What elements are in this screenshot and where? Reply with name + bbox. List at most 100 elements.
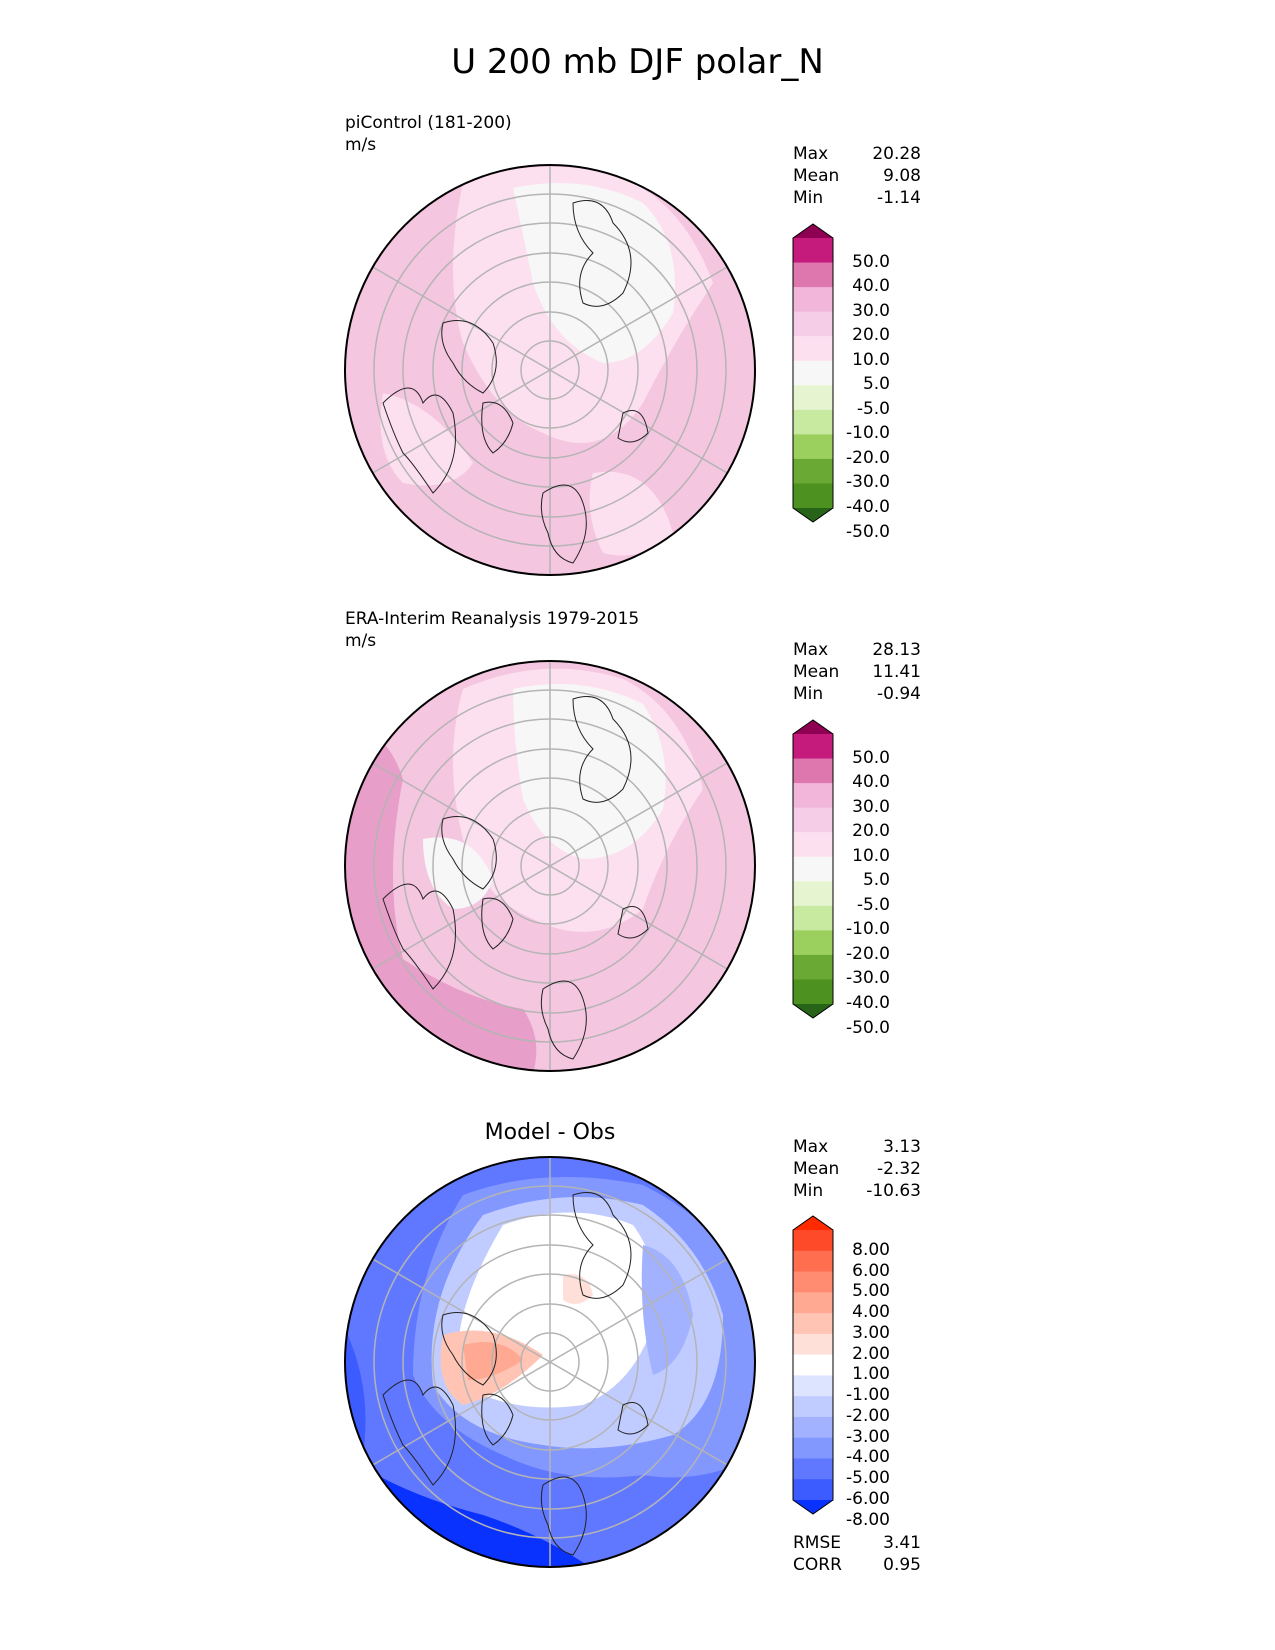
colorbar-tick-label: -50.0 (846, 521, 890, 542)
colorbar-tick-label: -20.0 (846, 447, 890, 468)
colorbar-tick-label: -5.0 (856, 894, 890, 915)
colorbar-segment (793, 905, 833, 931)
colorbar-segment (793, 881, 833, 907)
panel-obs-label: ERA-Interim Reanalysis 1979-2015 (345, 609, 640, 629)
colorbar-tick-label: 50.0 (852, 251, 890, 272)
colorbar-segment (793, 238, 833, 264)
panel-diff-stat-mean: Mean -2.32 (793, 1159, 921, 1179)
colorbar-tick-label: -20.0 (846, 943, 890, 964)
colorbar-segment (793, 1458, 833, 1480)
colorbar-tick-label: 40.0 (852, 772, 890, 793)
colorbar-tick-label: 6.00 (852, 1260, 890, 1281)
panel-obs-colorbar (792, 719, 834, 1019)
colorbar-extend-max (793, 1216, 833, 1230)
colorbar-segment (793, 311, 833, 337)
colorbar-tick-label: 4.00 (852, 1302, 890, 1323)
panel-model-map (344, 164, 756, 576)
panel-diff-colorbar (792, 1215, 834, 1515)
colorbar-segment (793, 734, 833, 760)
colorbar-segment (793, 1416, 833, 1439)
coastlines (382, 696, 649, 1060)
colorbar-segment (793, 458, 833, 484)
colorbar-tick-label: 50.0 (852, 747, 890, 768)
colorbar-segment (793, 856, 833, 882)
colorbar-tick-label: 5.00 (852, 1281, 890, 1302)
colorbar-tick-label: -3.00 (846, 1426, 890, 1447)
colorbar-segment (793, 1333, 833, 1356)
colorbar-tick-label: 10.0 (852, 349, 890, 370)
colorbar-segment (793, 385, 833, 411)
colorbar-extend-min (793, 1004, 833, 1018)
colorbar-tick-label: 1.00 (852, 1364, 890, 1385)
colorbar-tick-label: 5.0 (862, 374, 890, 395)
panel-model-stat-max: Max 20.28 (793, 144, 921, 164)
colorbar-segment (793, 434, 833, 460)
colorbar-extend-min (793, 1500, 833, 1514)
colorbar-segment (793, 930, 833, 956)
coastlines (382, 1192, 649, 1556)
colorbar-segment (793, 783, 833, 809)
panel-obs-stat-max: Max 28.13 (793, 640, 921, 660)
colorbar-segment (793, 1354, 833, 1376)
panel-diff-title: Model - Obs (484, 1120, 616, 1145)
colorbar-tick-label: -8.00 (846, 1509, 890, 1530)
panel-obs-stat-min: Min -0.94 (793, 684, 921, 704)
colorbar-segment (793, 336, 833, 362)
colorbar-tick-label: -1.00 (846, 1385, 890, 1406)
colorbar-tick-label: -5.00 (846, 1468, 890, 1489)
colorbar-segment (793, 287, 833, 313)
colorbar-tick-label: -40.0 (846, 497, 890, 517)
colorbar-extend-max (793, 224, 833, 238)
colorbar-tick-label: -4.00 (846, 1447, 890, 1468)
colorbar-tick-label: -2.00 (846, 1405, 890, 1426)
coastlines (382, 200, 649, 564)
panel-model-colorbar (792, 223, 834, 523)
graticule (370, 165, 730, 575)
colorbar-tick-label: -40.0 (846, 993, 890, 1013)
panel-diff-stat-rmse: RMSE 3.41 (793, 1533, 921, 1553)
colorbar-segment (793, 954, 833, 980)
panel-model-label: piControl (181-200) (345, 113, 512, 133)
colorbar-segment (793, 1479, 833, 1501)
colorbar-segment (793, 262, 833, 288)
colorbar-tick-label: -6.00 (846, 1489, 890, 1509)
colorbar-segment (793, 1250, 833, 1273)
colorbar-segment (793, 832, 833, 858)
colorbar-tick-label: -50.0 (846, 1017, 890, 1038)
colorbar-tick-label: 5.0 (862, 870, 890, 891)
panel-model-stat-min: Min -1.14 (793, 188, 921, 208)
colorbar-segment (793, 360, 833, 386)
colorbar-tick-label: 40.0 (852, 276, 890, 297)
colorbar-tick-label: 3.00 (852, 1322, 890, 1343)
colorbar-tick-label: -5.0 (856, 398, 890, 419)
colorbar-segment (793, 1437, 833, 1459)
colorbar-segment (793, 1375, 833, 1397)
colorbar-segment (793, 979, 833, 1005)
panel-obs-units: m/s (345, 631, 377, 651)
colorbar-segment (793, 758, 833, 784)
colorbar-tick-label: -30.0 (846, 968, 890, 989)
colorbar-segment (793, 1292, 833, 1314)
colorbar-segment (793, 1396, 833, 1418)
colorbar-tick-label: 8.00 (852, 1239, 890, 1260)
panel-obs-stat-mean: Mean 11.41 (793, 662, 921, 682)
colorbar-tick-label: -10.0 (846, 423, 890, 444)
colorbar-tick-label: 10.0 (852, 845, 890, 866)
panel-model-stat-mean: Mean 9.08 (793, 166, 921, 186)
colorbar-tick-label: 30.0 (852, 300, 890, 321)
graticule (370, 661, 730, 1071)
colorbar-extend-min (793, 508, 833, 522)
colorbar-extend-max (793, 720, 833, 734)
panel-model-units: m/s (345, 135, 377, 155)
colorbar-segment (793, 1313, 833, 1335)
colorbar-segment (793, 409, 833, 435)
panel-diff-map (344, 1156, 756, 1568)
panel-diff-stat-min: Min -10.63 (793, 1181, 921, 1201)
colorbar-tick-label: -30.0 (846, 472, 890, 493)
colorbar-tick-label: 2.00 (852, 1343, 890, 1364)
colorbar-tick-label: -10.0 (846, 919, 890, 940)
graticule (370, 1157, 730, 1567)
panel-obs-map (344, 660, 756, 1072)
figure-title: U 200 mb DJF polar_N (451, 42, 824, 82)
panel-diff-stat-corr: CORR 0.95 (793, 1555, 921, 1575)
